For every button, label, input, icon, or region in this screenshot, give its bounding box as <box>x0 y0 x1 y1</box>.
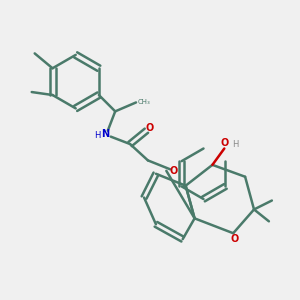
Text: O: O <box>221 139 229 148</box>
Text: N: N <box>101 129 109 139</box>
Text: O: O <box>146 123 154 133</box>
Text: O: O <box>231 234 239 244</box>
Text: O: O <box>170 166 178 176</box>
Text: H: H <box>232 140 239 149</box>
Text: CH₃: CH₃ <box>137 99 150 105</box>
Text: H: H <box>94 130 101 140</box>
